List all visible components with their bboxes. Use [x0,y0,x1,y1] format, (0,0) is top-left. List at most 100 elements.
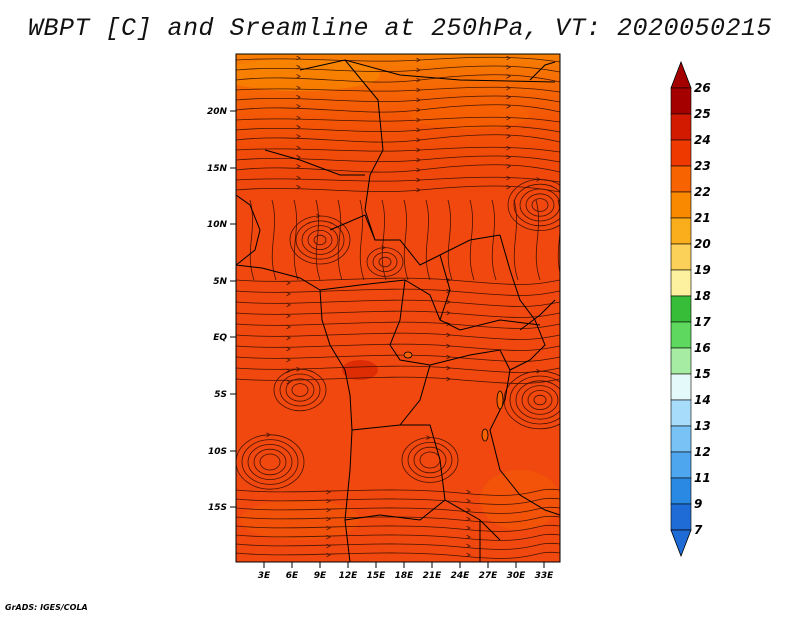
colorbar-label: 24 [694,133,711,147]
streamline-arrow [446,332,451,338]
streamline-arrow [416,127,421,133]
colorbar-cell [670,451,692,479]
lon-label: 6E [286,571,299,581]
lon-tick: 9E [314,562,327,581]
streamline [401,437,459,483]
colorbar-cell [670,217,692,245]
streamline-arrow [326,516,331,522]
streamline-arrow [286,302,291,308]
wbpt-field [236,54,560,562]
streamline-arrow [466,552,471,558]
lon-tick: 15E [367,562,387,581]
lon-tick: 3E [258,562,271,581]
streamline [372,252,398,272]
streamlines [236,55,560,559]
streamline-arrow [506,164,511,169]
streamline [413,446,447,474]
streamline [241,439,299,485]
streamline-arrow [466,516,471,522]
streamline-arrow [316,213,321,219]
colorbar-cell [670,269,692,297]
streamline [315,199,321,281]
streamline-arrow [296,74,301,79]
streamline [447,199,453,281]
colorbar-label: 7 [694,523,703,537]
streamline [236,343,560,351]
streamline [403,199,409,281]
streamline-arrow [426,435,431,440]
lon-label: 24E [451,571,471,581]
streamline [236,515,560,523]
lon-tick: 27E [479,562,499,581]
streamline-arrow [446,354,451,360]
streamline-arrow [326,534,331,540]
lon-tick: 24E [451,562,471,581]
streamline [313,234,327,246]
lat-tick: 5S [214,390,236,400]
colorbar-label: 20 [694,237,711,251]
lon-label: 27E [479,571,499,581]
colorbar-cell [670,477,692,505]
streamline [533,394,547,406]
lon-label: 15E [367,571,387,581]
colorbar-label: 19 [694,263,711,277]
streamline [273,368,327,412]
streamline [279,373,321,407]
streamline [507,179,560,231]
lon-label: 12E [339,571,359,581]
streamline [378,256,392,268]
lat-label: 10N [207,220,228,230]
streamline-arrow [296,115,301,121]
streamline [247,444,293,480]
streamline-arrow [286,324,291,330]
lon-tick: 21E [423,562,443,581]
streamline-arrow [536,368,541,374]
colorbar-cell [670,295,692,323]
streamline [236,288,560,296]
streamline-arrow [506,184,511,190]
colorbar-cell [670,425,692,453]
lat-label: 15N [207,164,228,174]
streamline-arrow [416,107,421,113]
streamline [236,277,560,285]
map-frame [235,53,561,563]
streamline-arrow [416,117,421,123]
streamline-arrow [326,489,331,495]
colorbar-label: 12 [694,445,711,459]
colorbar-label: 22 [694,185,711,199]
streamline [503,370,560,430]
streamline [253,448,287,476]
streamline [307,230,333,250]
lon-label: 21E [423,571,443,581]
lat-tick: 15S [208,503,236,513]
streamline [285,378,315,402]
colorbar-cell [670,87,692,115]
streamline [337,199,343,281]
streamline [236,488,560,496]
colorbar-cell [670,243,692,271]
lat-tick: 20N [207,107,236,117]
colorbar-min-arrow [670,529,692,558]
streamline [407,442,453,478]
streamline [236,332,560,340]
streamline [295,220,345,260]
lon-label: 33E [535,571,555,581]
streamline-arrow [466,543,471,549]
streamline-arrow [416,87,421,93]
streamline [515,380,560,420]
colorbar-cell [670,113,692,141]
colorbar-label: 14 [694,393,711,407]
colorbar-label: 13 [694,419,711,433]
streamline-arrow [506,134,511,139]
streamline [527,390,553,410]
streamline-arrow [506,55,511,61]
streamline [236,299,560,307]
streamline [513,199,519,281]
streamline-arrow [286,313,291,319]
streamline-arrow [416,57,421,63]
country-borders [236,59,560,562]
streamline-arrow [296,154,301,160]
streamline [425,199,431,281]
streamline [236,497,560,505]
colorbar-label: 26 [694,81,711,95]
